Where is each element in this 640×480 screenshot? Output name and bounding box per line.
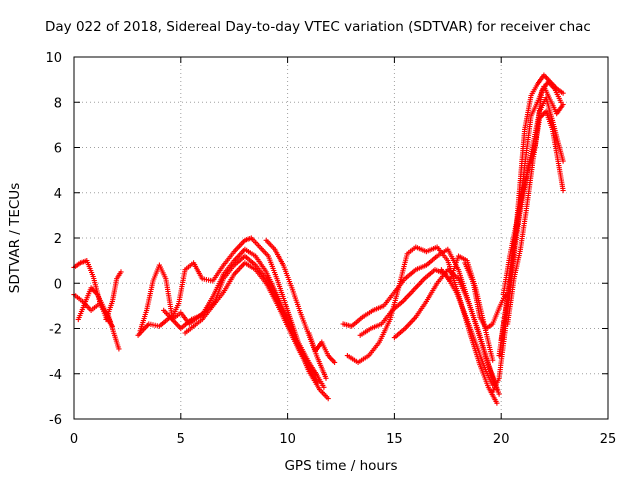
- y-tick-label: 8: [54, 96, 62, 111]
- x-tick-label: 25: [600, 432, 617, 447]
- data-point: [558, 99, 564, 105]
- series-track-19: [498, 95, 566, 343]
- series-track-9: [263, 237, 329, 381]
- series-track-20: [505, 108, 566, 327]
- data-point: [323, 375, 329, 381]
- y-tick-label: 6: [54, 142, 62, 157]
- x-tick-label: 10: [279, 432, 296, 447]
- data-point: [560, 187, 566, 194]
- x-tick-label: 0: [70, 432, 78, 447]
- y-tick-label: -6: [49, 413, 62, 428]
- data-marks: [71, 72, 566, 406]
- y-tick-label: -4: [49, 368, 62, 383]
- data-point: [490, 357, 496, 363]
- y-tick-label: 2: [54, 232, 62, 247]
- chart-title: Day 022 of 2018, Sidereal Day-to-day VTE…: [45, 19, 591, 35]
- data-point: [116, 346, 122, 352]
- series-track-21: [500, 79, 564, 298]
- series-track-10: [306, 330, 338, 365]
- data-point: [325, 396, 331, 402]
- y-tick-label: 0: [54, 277, 62, 292]
- grid-lines: [74, 57, 608, 419]
- series-track-4: [103, 269, 124, 323]
- y-tick-label: 10: [45, 51, 62, 66]
- data-point: [494, 400, 500, 406]
- series-track-8: [182, 260, 321, 386]
- y-tick-label: -2: [49, 323, 62, 338]
- data-point: [496, 391, 502, 397]
- data-point: [118, 269, 124, 275]
- y-axis-title: SDTVAR / TECUs: [7, 183, 23, 293]
- x-axis-title: GPS time / hours: [284, 458, 397, 474]
- x-tick-label: 15: [386, 432, 403, 447]
- series-track-3: [75, 285, 113, 325]
- series-track-16: [462, 260, 509, 332]
- y-tick-label: 4: [54, 187, 62, 202]
- axis-ticks: 0 5 10 15 20 25 -6 -4 -2 0 2 4 6 8 10: [45, 51, 616, 447]
- series-track-6: [135, 246, 331, 402]
- x-tick-label: 5: [177, 432, 185, 447]
- data-point: [560, 90, 566, 96]
- data-point: [332, 359, 338, 365]
- data-point: [107, 319, 113, 325]
- series-track-13: [357, 267, 496, 388]
- data-point: [314, 380, 321, 386]
- data-point: [321, 384, 327, 390]
- x-tick-label: 20: [493, 432, 510, 447]
- data-point: [560, 158, 566, 164]
